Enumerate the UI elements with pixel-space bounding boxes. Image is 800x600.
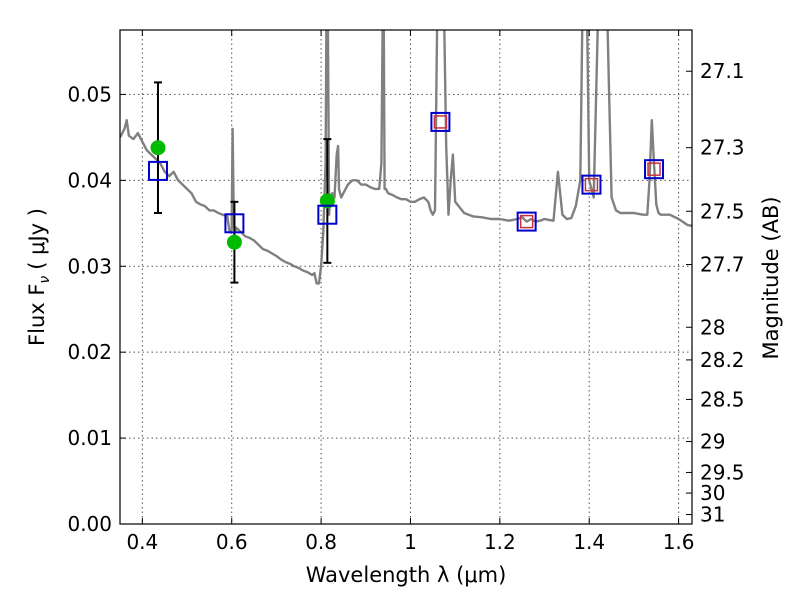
right-tick-label: 27.7 bbox=[700, 253, 745, 277]
right-tick-label: 28.2 bbox=[700, 348, 745, 372]
y-tick-label: 0.03 bbox=[67, 254, 112, 278]
y-axis-title-main: Flux F bbox=[25, 284, 49, 346]
svg-text:Magnitude (AB): Magnitude (AB) bbox=[759, 196, 783, 359]
y-axis-title-units: ( μJy ) bbox=[25, 208, 49, 270]
grid-lines bbox=[120, 30, 692, 525]
tick-labels: 0.4 0.6 0.8 1 1.2 1.4 1.6 0.00 0.01 0.02 0.03 0.04 0… bbox=[67, 59, 744, 554]
x-tick-label: 1.2 bbox=[484, 530, 516, 554]
y-axis-title: Flux Fν ( μJy ) bbox=[25, 208, 53, 346]
x-tick-label: 0.8 bbox=[305, 530, 337, 554]
y-tick-label: 0.04 bbox=[67, 168, 112, 192]
model-square-marker bbox=[147, 160, 168, 181]
y-tick-label: 0.00 bbox=[67, 512, 112, 536]
right-tick-label: 31 bbox=[700, 503, 725, 527]
x-tick-label: 0.6 bbox=[216, 530, 248, 554]
right-tick-label: 27.5 bbox=[700, 199, 745, 223]
right-tick-label: 29.5 bbox=[700, 460, 745, 484]
inner-square-marker bbox=[433, 115, 448, 129]
plot-frame bbox=[119, 29, 693, 525]
y-tick-label: 0.01 bbox=[67, 426, 112, 450]
model-square-marker bbox=[581, 174, 602, 195]
x-tick-label: 1.4 bbox=[573, 530, 605, 554]
x-tick-label: 0.4 bbox=[126, 530, 158, 554]
x-axis-title: Wavelength λ (μm) bbox=[306, 563, 507, 587]
y-tick-label: 0.05 bbox=[67, 82, 112, 106]
right-tick-label: 27.3 bbox=[700, 136, 745, 160]
right-tick-label: 27.1 bbox=[700, 59, 745, 83]
observed-point bbox=[226, 234, 242, 250]
model-square-marker bbox=[224, 213, 245, 234]
x-tick-label: 1.6 bbox=[663, 530, 695, 554]
right-tick-label: 30 bbox=[700, 481, 725, 505]
observed-point bbox=[150, 140, 166, 156]
y-axis-title-sub: ν bbox=[37, 276, 53, 284]
inner-square-marker bbox=[647, 162, 661, 176]
right-tick-label: 29 bbox=[700, 430, 725, 454]
y-tick-label: 0.02 bbox=[67, 340, 112, 364]
plot-area bbox=[120, 30, 692, 285]
model-square-marker bbox=[430, 111, 451, 132]
model-square-marker bbox=[516, 211, 537, 232]
right-axis-title: Magnitude (AB) bbox=[759, 196, 783, 359]
inner-square-marker bbox=[519, 214, 534, 229]
model-square-marker bbox=[317, 204, 338, 225]
right-tick-label: 28.5 bbox=[700, 387, 745, 411]
right-tick-label: 28 bbox=[700, 315, 725, 339]
axis-ticks bbox=[120, 30, 692, 525]
spectrum-line bbox=[120, 30, 692, 285]
inner-square-marker bbox=[584, 177, 599, 192]
x-tick-label: 1 bbox=[404, 530, 417, 554]
model-square-marker bbox=[644, 159, 665, 180]
svg-text:Flux Fν( μJy ): Flux Fν ( μJy ) bbox=[25, 208, 53, 346]
